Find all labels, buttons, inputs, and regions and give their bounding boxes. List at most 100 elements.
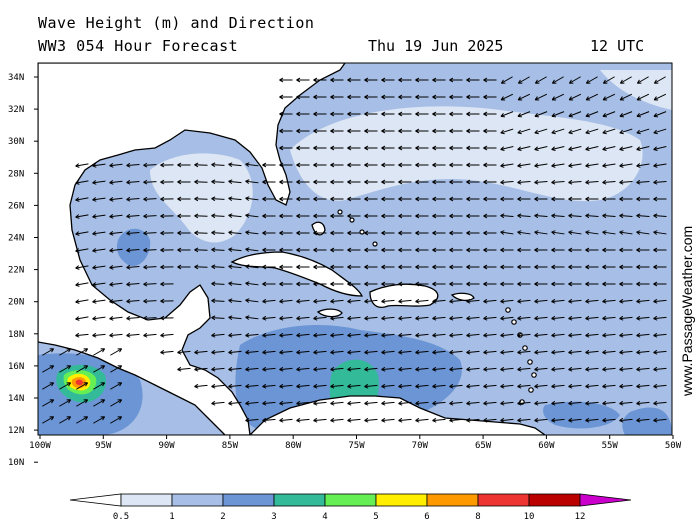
wave-arrow [500,264,514,270]
wave-arrow [177,162,191,168]
wave-arrow [568,264,582,270]
wave-arrow [313,247,327,253]
wave-arrow [415,213,429,219]
wave-arrow [364,332,378,338]
wave-arrow [296,264,310,270]
wave-arrow [466,162,480,168]
wave-arrow [415,196,429,202]
wave-arrow [636,247,650,253]
wave-arrow [415,417,429,423]
wave-arrow [568,349,582,355]
wave-arrow [517,213,531,219]
wave-arrow [245,366,259,372]
wave-arrow [110,365,123,373]
wave-arrow [653,315,667,321]
wave-arrow [92,299,106,304]
wave-arrow [126,247,140,253]
wave-arrow [585,383,599,389]
wave-band-8-10m-pacific [75,379,83,386]
wave-arrow [228,230,242,236]
wave-arrow [466,213,480,219]
wave-arrow [347,417,361,423]
wave-arrow [466,298,480,304]
wave-arrow [109,214,123,219]
wave-arrow [619,128,633,135]
wave-arrow [211,247,225,253]
legend-label: 2 [220,512,225,522]
wave-arrow [602,146,616,152]
wave-arrow [466,281,480,287]
wave-arrow [432,349,446,355]
lon-label: 95W [95,441,112,451]
wave-arrow [381,332,395,338]
lat-label: 24N [8,234,24,244]
wave-arrow [279,162,293,168]
wave-arrow [432,247,446,253]
wave-arrow [364,230,378,236]
wave-arrow [143,179,157,185]
wave-arrow [279,94,293,100]
wave-arrow [160,315,174,321]
wave-arrow [585,93,599,101]
wave-arrow [194,264,208,270]
wave-arrow [466,77,480,83]
wave-arrow [279,400,293,406]
wave-arrow [330,145,344,151]
wave-arrow [602,281,616,287]
wave-arrow [381,179,395,185]
wave-arrow [143,213,157,219]
wave-arrow [347,179,361,185]
legend-label: 3 [271,512,276,522]
wave-arrow [636,298,650,304]
wave-arrow [432,315,446,321]
wave-arrow [585,315,599,321]
wave-arrow [313,332,327,338]
wave-arrow [228,247,242,253]
wave-arrow [636,383,650,389]
wave-arrow [449,94,463,100]
wave-arrow [415,145,429,151]
wave-arrow [517,349,531,355]
wave-arrow [245,349,259,355]
wave-arrow [143,230,157,236]
wave-arrow [194,247,208,253]
legend-swatch [579,493,632,507]
wave-arrow [449,281,463,287]
wave-arrow [415,264,429,270]
wave-arrow [177,179,191,185]
legend-swatch [222,493,275,507]
wave-arrow [330,179,344,185]
wave-arrow [483,349,497,355]
wave-arrow [211,213,225,219]
wave-arrow [75,299,89,304]
wave-arrow [619,349,633,355]
wave-arrow [602,417,616,423]
wave-arrow [500,146,514,152]
wave-arrow [211,230,225,236]
wave-arrow [279,128,293,134]
wave-arrow [602,247,616,253]
wave-arrow [364,315,378,321]
wave-arrow [636,93,650,101]
wave-arrow [330,417,344,423]
wave-arrow [636,163,650,168]
wave-arrow [313,281,327,287]
wave-arrow [619,400,633,406]
wave-arrow [262,213,276,219]
wave-arrow [364,145,378,151]
wave-arrow [109,231,123,236]
wave-arrow [415,247,429,253]
wave-arrow [330,77,344,83]
wave-arrow [330,111,344,117]
wave-arrow [517,179,531,185]
wave-arrow [398,213,412,219]
wave-arrow [653,128,667,135]
wave-arrow [449,179,463,185]
wave-arrow [517,111,531,118]
wave-arrow [364,179,378,185]
wave-arrow [347,145,361,151]
wave-arrow [76,365,89,373]
wave-arrow [398,349,412,355]
wave-arrow [347,315,361,321]
wave-arrow [517,383,531,389]
